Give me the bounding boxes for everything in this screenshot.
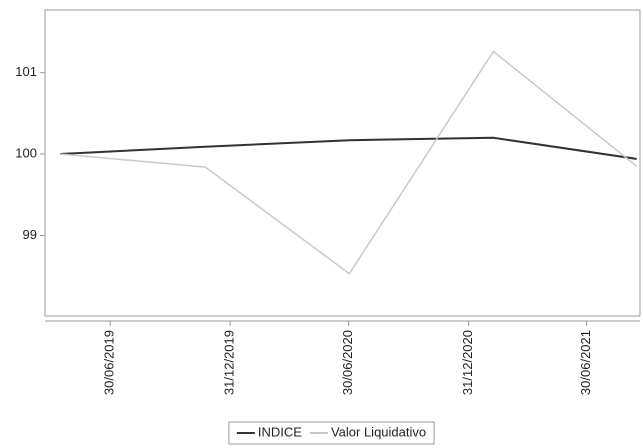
series-line (59, 136, 637, 160)
y-tick-label: 99 (23, 227, 37, 242)
legend-label: Valor Liquidativo (331, 424, 426, 439)
legend-box (228, 421, 435, 445)
plot-frame (44, 9, 641, 317)
y-tick-label: 100 (15, 145, 37, 160)
x-tick-label: 30/06/2019 (102, 330, 117, 395)
x-tick-label: 31/12/2020 (460, 330, 475, 395)
x-tick-label: 31/12/2019 (222, 330, 237, 395)
legend: INDICE Valor Liquidativo (228, 421, 435, 445)
legend-label: INDICE (258, 424, 302, 439)
y-tick-label: 101 (15, 64, 37, 79)
series-line (59, 50, 638, 275)
x-tick-label: 30/06/2021 (578, 330, 593, 395)
x-tick-label: 30/06/2020 (340, 330, 355, 395)
